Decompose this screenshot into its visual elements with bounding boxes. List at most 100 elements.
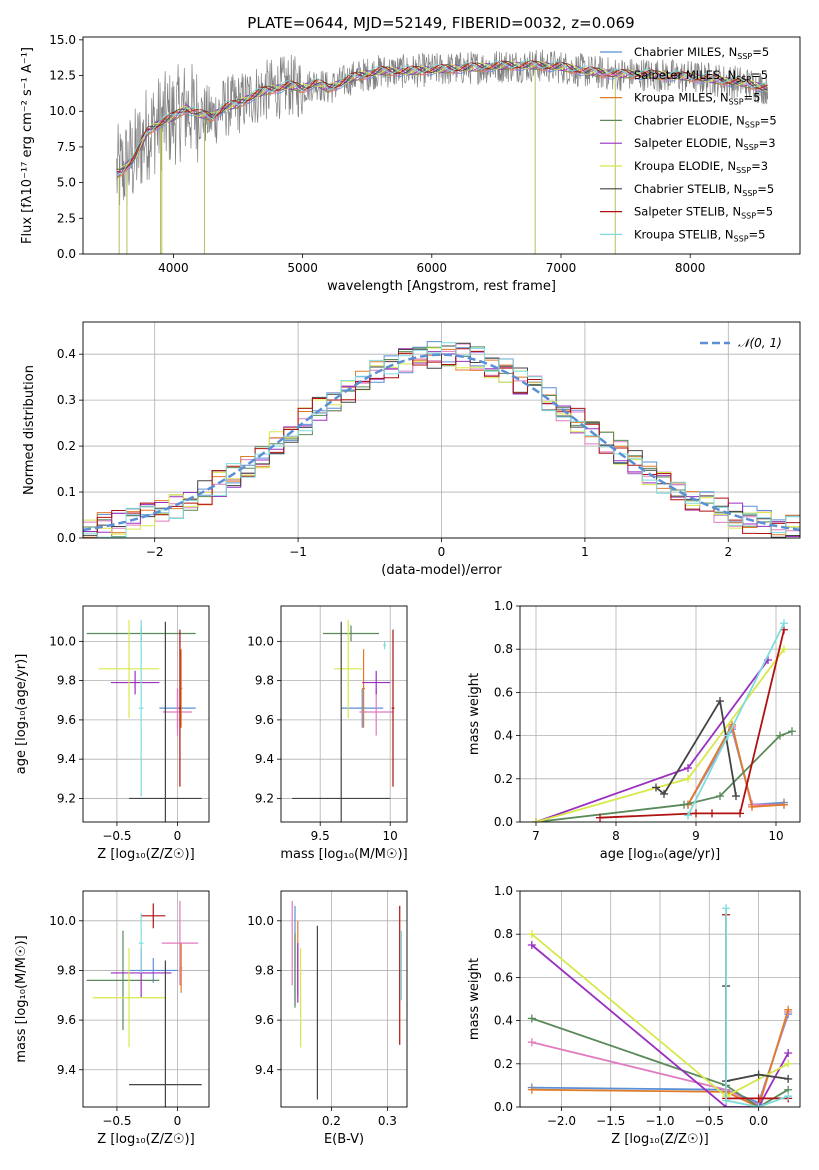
weight-marker (780, 645, 788, 654)
panel-weight_vs_Z: −2.0 −1.5 −1.0 −0.5 0.0 0.0 0.2 0.4 0.6 0.8 1.0 Z [… (467, 884, 801, 1147)
weight-marker (780, 800, 788, 809)
weight-marker (722, 1096, 731, 1105)
plot-area (532, 619, 796, 822)
y-tick-label: 0.2 (494, 772, 513, 786)
y-tick-label: 0.0 (494, 815, 513, 829)
legend-label: Kroupa ELODIE, NSSP=3 (634, 159, 768, 175)
y-tick-label: 9.6 (255, 1013, 274, 1027)
y-axis-label: Normed distribution (22, 365, 37, 495)
y-tick-label: 9.8 (57, 963, 76, 977)
x-tick-label: 8 (612, 829, 620, 843)
y-tick-label: 10.0 (247, 914, 274, 928)
weight-marker (716, 792, 724, 801)
x-axis-label: Z [log₁₀(Z/Z☉)] (611, 1132, 708, 1147)
x-tick-label: −0.5 (102, 1114, 131, 1128)
legend-label: Salpeter STELIB, NSSP=5 (634, 205, 773, 221)
y-tick-label: 9.8 (255, 963, 274, 977)
y-tick-label: 1.0 (494, 884, 513, 898)
y-tick-label: 9.2 (57, 791, 76, 805)
weight-marker (532, 818, 540, 822)
x-tick-label: 4000 (158, 261, 189, 275)
y-tick-label: 0.4 (57, 347, 76, 361)
axes-frame (519, 605, 801, 823)
weight-marker (736, 809, 744, 818)
y-tick-label: 9.6 (255, 713, 274, 727)
weight-marker (527, 1085, 536, 1094)
y-tick-label: 9.6 (57, 713, 76, 727)
x-tick-label: 2 (724, 545, 732, 559)
weight-marker (527, 1014, 536, 1023)
panel-mass_vs_Z: −0.5 0 9.4 9.6 9.8 10.0 Z [log₁₀(Z/Z☉)] mass [l… (14, 890, 210, 1147)
x-tick-label: 0 (438, 545, 446, 559)
weight-marker (596, 813, 604, 822)
x-axis-label: (data-model)/error (381, 563, 502, 578)
model-spectrum-line (116, 62, 768, 176)
y-tick-label: 9.8 (57, 674, 76, 688)
y-tick-label: 0.8 (494, 642, 513, 656)
weight-marker (754, 1094, 763, 1103)
weight-marker (527, 941, 536, 949)
y-tick-label: 0.6 (494, 685, 513, 699)
weight-marker (684, 774, 692, 783)
weight-marker (692, 809, 700, 818)
weight-marker (788, 727, 796, 736)
weight-marker (652, 783, 660, 792)
axes-frame (82, 890, 210, 1108)
legend-label: Salpeter MILES, NSSP=5 (634, 68, 768, 84)
y-tick-label: 15.0 (49, 33, 76, 47)
panel-weight_vs_age: 7 8 9 10 0.0 0.2 0.4 0.6 0.8 1.0 age [log₁₀(age/yr… (467, 599, 801, 862)
x-axis-label: wavelength [Angstrom, rest frame] (327, 279, 556, 294)
y-tick-label: 9.4 (255, 752, 274, 766)
weight-marker (680, 800, 688, 809)
y-tick-label: 9.6 (57, 1013, 76, 1027)
y-tick-label: 9.4 (57, 752, 76, 766)
axes-frame (280, 890, 408, 1108)
y-tick-label: 0.4 (494, 729, 513, 743)
plot-area (291, 900, 402, 1100)
weight-marker (527, 1038, 536, 1047)
plot-area (86, 619, 202, 822)
y-tick-label: 0.2 (494, 1057, 513, 1071)
y-tick-label: 0.6 (494, 970, 513, 984)
y-tick-label: 9.8 (255, 674, 274, 688)
x-tick-label: 0.0 (749, 1114, 768, 1128)
x-tick-label: 5000 (287, 261, 318, 275)
x-tick-label: 0 (174, 1114, 182, 1128)
legend-label: Chabrier ELODIE, NSSP=5 (634, 113, 777, 129)
y-tick-label: 10.0 (247, 634, 274, 648)
x-tick-label: 10 (383, 829, 398, 843)
x-axis-label: mass [log₁₀(M/M☉)] (280, 847, 407, 862)
x-tick-label: 6000 (417, 261, 448, 275)
plot-area (116, 49, 769, 254)
legend-label: Chabrier STELIB, NSSP=5 (634, 182, 774, 198)
x-axis-label: E(B-V) (324, 1132, 364, 1147)
model-spectrum-line (116, 59, 768, 175)
x-axis-label: Z [log₁₀(Z/Z☉)] (97, 1132, 194, 1147)
y-tick-label: 9.2 (255, 791, 274, 805)
weight-marker (784, 1005, 793, 1014)
x-tick-label: 0.2 (322, 1114, 341, 1128)
legend-label: Salpeter ELODIE, NSSP=3 (634, 136, 776, 152)
plot-area (292, 619, 395, 822)
x-axis-label: Z [log₁₀(Z/Z☉)] (97, 847, 194, 862)
axes-frame (519, 890, 801, 1108)
y-tick-label: 0.4 (494, 1014, 513, 1028)
model-spectrum-line (116, 60, 768, 173)
panel-spectrum: 4000 5000 6000 7000 8000 0.0 2.5 5.0 7.5 10.0 12.5… (20, 33, 801, 294)
plot-area (527, 904, 793, 1107)
x-tick-label: −1.5 (596, 1114, 625, 1128)
normal-curve (83, 353, 800, 532)
x-tick-label: 0 (174, 829, 182, 843)
panel-age_vs_Z: −0.5 0 9.2 9.4 9.6 9.8 10.0 Z [log₁₀(Z/Z☉)] age … (14, 605, 210, 862)
y-axis-label: mass weight (467, 958, 482, 1040)
y-axis-label: age [log₁₀(age/yr)] (14, 654, 29, 775)
legend-label: 𝒩(0, 1) (738, 336, 782, 350)
weight-marker (754, 1070, 763, 1079)
x-tick-label: −1.0 (645, 1114, 674, 1128)
x-tick-label: −2.0 (547, 1114, 576, 1128)
weight-line (531, 944, 789, 1107)
weight-marker (716, 697, 724, 706)
panel-age_vs_mass: 9.5 10 9.2 9.4 9.6 9.8 10.0 mass [log₁₀(M/M☉)] (247, 605, 408, 862)
weight-line (725, 908, 789, 1107)
